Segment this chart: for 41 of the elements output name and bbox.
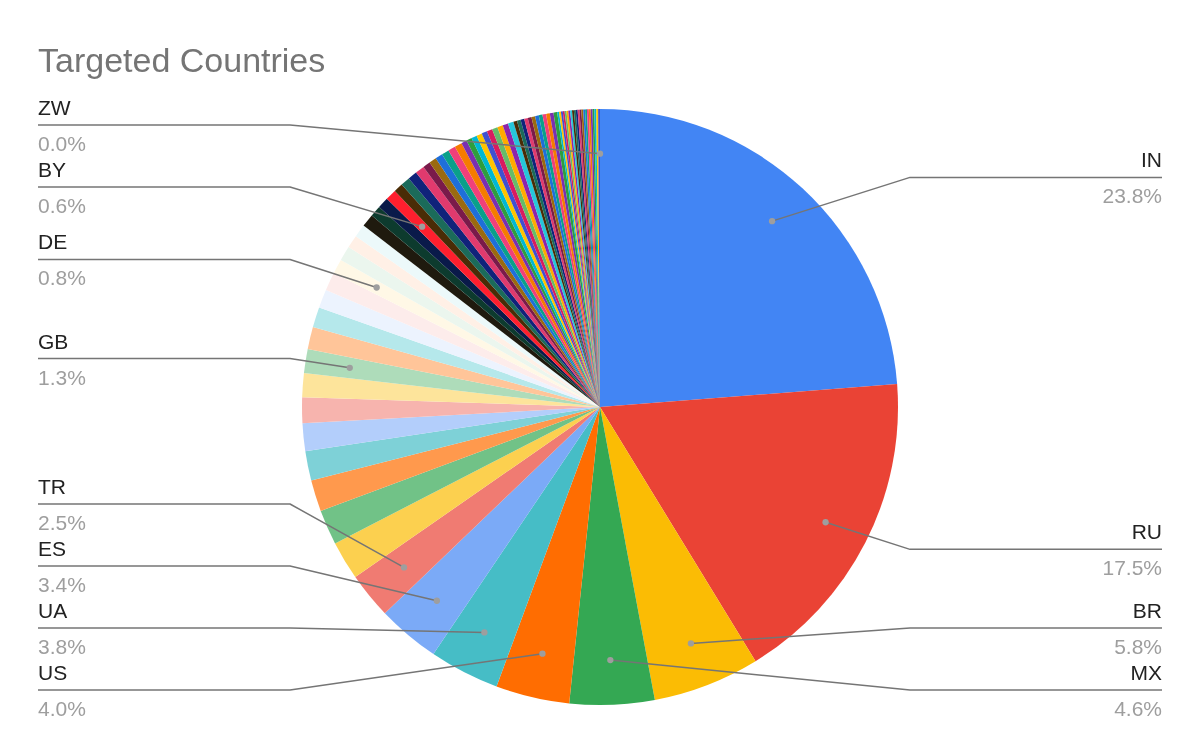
slice-label: GB xyxy=(38,329,69,353)
slice-label: IN xyxy=(1141,148,1162,172)
data-label: 0.8% xyxy=(38,266,86,290)
pie-slice xyxy=(496,407,600,704)
pie-slice xyxy=(312,307,600,407)
data-label: 0.6% xyxy=(38,194,86,217)
pie-slice xyxy=(305,407,600,481)
pie-slice xyxy=(600,407,756,700)
data-label: 3.8% xyxy=(38,635,86,658)
data-label: 4.6% xyxy=(1114,697,1162,720)
slice-label: MX xyxy=(1130,661,1162,684)
data-label: 4.0% xyxy=(38,697,86,720)
data-label: 5.8% xyxy=(1114,635,1162,658)
pie-slice xyxy=(307,327,600,407)
category-label: ZW xyxy=(38,96,71,119)
data-label: 23.8% xyxy=(1102,184,1162,208)
pie-slice xyxy=(335,407,600,578)
slice-label: UA xyxy=(38,599,68,622)
data-label: 2.5% xyxy=(38,511,86,534)
slice-label: ES xyxy=(38,537,67,560)
pie-slice xyxy=(311,407,600,511)
data-label: 17.5% xyxy=(1102,556,1162,580)
slice-label: US xyxy=(38,661,68,684)
slice-label: BY xyxy=(38,158,67,181)
chart-title: Targeted Countries xyxy=(38,41,326,79)
slice-label: TR xyxy=(38,475,66,498)
pie-slice xyxy=(355,407,600,614)
pie-slice xyxy=(569,407,655,705)
pie-slice xyxy=(302,407,600,452)
text: 0.0% xyxy=(38,132,86,155)
slice-label: RU xyxy=(1131,520,1162,544)
pie-slice xyxy=(433,407,600,687)
data-label: 1.3% xyxy=(38,365,86,389)
pie-slice xyxy=(303,348,600,407)
data-label: 3.4% xyxy=(38,573,86,596)
pie-slice xyxy=(600,384,898,662)
slice-label: DE xyxy=(38,230,68,254)
slice-label: BR xyxy=(1132,599,1162,622)
pie-slice xyxy=(600,109,898,407)
pie-slice xyxy=(384,407,600,655)
pie-slice xyxy=(320,407,600,544)
